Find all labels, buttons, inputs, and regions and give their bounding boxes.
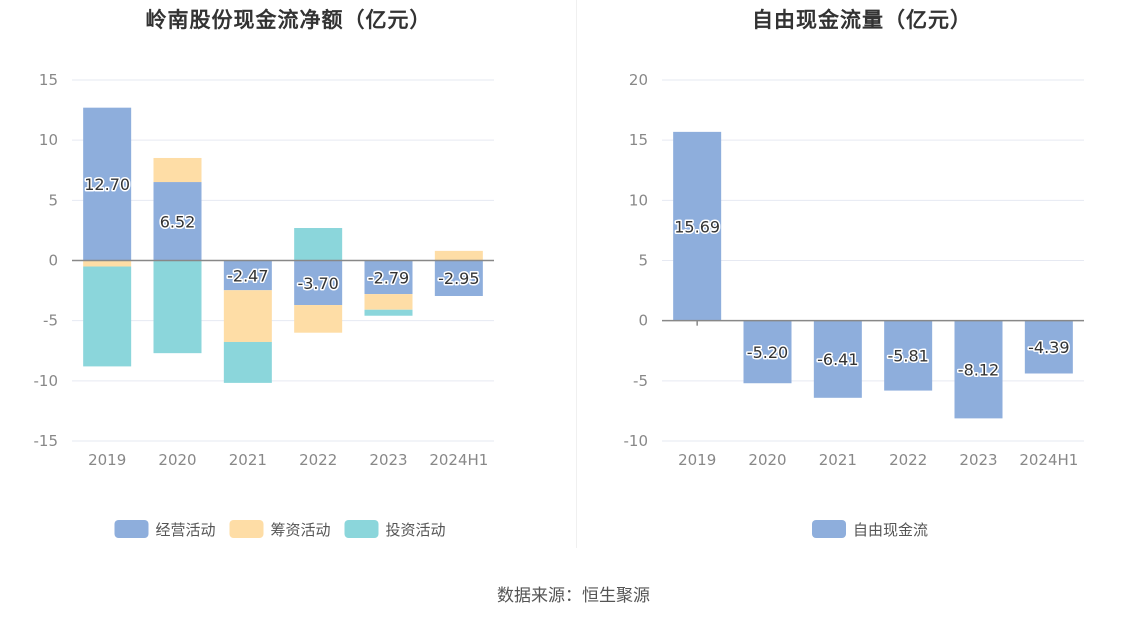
bar-自由现金流 — [743, 320, 792, 384]
data-label: -2.95 — [438, 269, 479, 288]
bar-投资活动 — [153, 260, 202, 354]
data-label: -2.79 — [368, 268, 409, 287]
x-tick-label: 2020 — [158, 451, 196, 469]
bar-自由现金流 — [813, 320, 862, 398]
bar-经营活动 — [294, 260, 343, 306]
y-tick-label: 15 — [39, 71, 58, 89]
cash-flow-net-plot: 15 10 5 0 -5 -10 -15 12.70 6.52 -2.47 -3.70 -2.79 -2… — [34, 71, 494, 539]
legend-label: 经营活动 — [156, 521, 216, 539]
bar-经营活动 — [223, 260, 272, 291]
data-label: -2.47 — [227, 266, 268, 285]
x-tick-label: 2021 — [819, 451, 857, 469]
data-label: 12.70 — [84, 175, 130, 194]
cash-flow-net-chart: 岭南股份现金流净额（亿元） 15 10 5 0 -5 -10 -15 12.70 6.52 -2.… — [0, 0, 577, 560]
data-label: -4.39 — [1028, 338, 1069, 357]
bar-筹资活动 — [294, 305, 343, 333]
x-tick-label: 2021 — [229, 451, 267, 469]
y-tick-label: -10 — [624, 432, 649, 450]
y-tick-label: 20 — [629, 71, 648, 89]
legend-swatch — [344, 520, 379, 538]
y-tick-label: -15 — [34, 432, 59, 450]
x-tick-label: 2023 — [369, 451, 407, 469]
data-label: 15.69 — [674, 217, 720, 236]
y-tick-label: -5 — [633, 372, 648, 390]
bar-经营活动 — [153, 182, 202, 261]
legend-swatch — [229, 520, 264, 538]
data-label: 6.52 — [160, 212, 196, 231]
bar-经营活动 — [364, 260, 413, 295]
x-tick-label: 2022 — [299, 451, 337, 469]
x-tick-label: 2019 — [678, 451, 716, 469]
bar-投资活动 — [364, 309, 413, 316]
legend-label: 投资活动 — [386, 521, 446, 539]
legend-swatch — [812, 520, 846, 538]
data-label: -8.12 — [958, 361, 999, 380]
x-tick-label: 2023 — [959, 451, 997, 469]
y-tick-label: 10 — [39, 131, 58, 149]
data-label: -3.70 — [297, 274, 338, 293]
legend-swatch — [114, 520, 149, 538]
legend-label: 自由现金流 — [853, 521, 928, 539]
bar-经营活动 — [434, 260, 483, 296]
x-tick-label: 2019 — [88, 451, 126, 469]
bar-筹资活动 — [153, 157, 202, 183]
bar-筹资活动 — [434, 250, 483, 261]
panel-divider — [576, 0, 577, 548]
y-tick-label: -5 — [43, 312, 58, 330]
bar-筹资活动 — [223, 290, 272, 342]
data-label: -5.81 — [887, 347, 928, 366]
y-tick-label: 0 — [638, 312, 648, 330]
bar-投资活动 — [83, 266, 132, 367]
y-tick-label: 0 — [48, 252, 58, 270]
legend-label: 筹资活动 — [271, 521, 331, 539]
chart-title: 自由现金流量（亿元） — [752, 8, 972, 32]
data-label: -5.20 — [747, 343, 788, 362]
y-tick-label: 5 — [638, 252, 648, 270]
x-tick-label: 2024H1 — [429, 451, 488, 469]
x-tick-label: 2020 — [748, 451, 786, 469]
x-tick-label: 2024H1 — [1019, 451, 1078, 469]
bar-自由现金流 — [1024, 320, 1073, 374]
free-cash-flow-chart: 自由现金流量（亿元） 20 15 10 5 0 -5 -10 15.69 -5.20 -6.41 -… — [577, 0, 1147, 560]
bar-筹资活动 — [83, 260, 132, 267]
bar-筹资活动 — [364, 294, 413, 310]
bar-自由现金流 — [673, 131, 722, 321]
chart-title: 岭南股份现金流净额（亿元） — [145, 8, 432, 32]
bar-自由现金流 — [954, 320, 1003, 419]
bar-投资活动 — [294, 228, 343, 261]
x-tick-label: 2022 — [889, 451, 927, 469]
bar-自由现金流 — [884, 320, 933, 391]
bar-经营活动 — [83, 107, 132, 261]
y-tick-label: 15 — [629, 131, 648, 149]
data-source-note: 数据来源：恒生聚源 — [497, 586, 650, 606]
y-tick-label: 10 — [629, 191, 648, 209]
data-label: -6.41 — [817, 350, 858, 369]
y-tick-label: 5 — [48, 191, 58, 209]
bar-投资活动 — [223, 341, 272, 383]
free-cash-flow-plot: 20 15 10 5 0 -5 -10 15.69 -5.20 -6.41 -5.81 -8.12 -4… — [624, 71, 1084, 539]
y-tick-label: -10 — [34, 372, 59, 390]
